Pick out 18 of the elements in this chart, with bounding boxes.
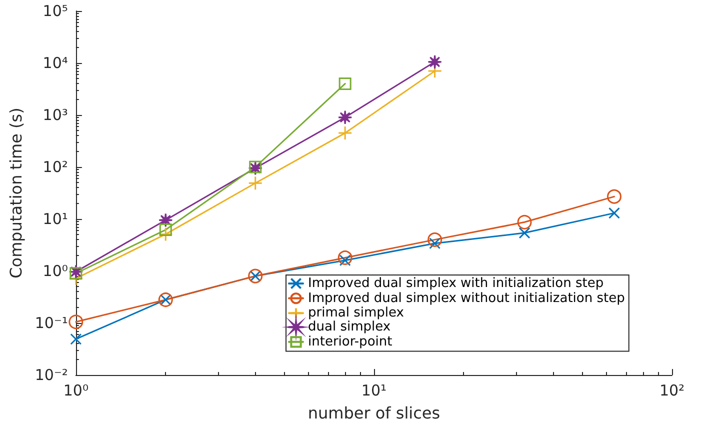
x-tick-label: 10²: [659, 382, 685, 400]
y-axis-title: Computation time (s): [6, 108, 26, 278]
x-axis-title: number of slices: [308, 404, 440, 422]
y-tick-label: 10¹: [42, 210, 68, 228]
legend-label: interior-point: [308, 334, 392, 350]
y-tick-label: 10²: [42, 158, 68, 176]
y-tick-label: 10⁴: [42, 54, 68, 72]
legend-label: Improved dual simplex with initialization step: [308, 276, 604, 291]
legend-label: Improved dual simplex without initialization step: [308, 290, 625, 306]
x-tick-label: 10⁰: [63, 382, 88, 400]
y-tick-label: 10³: [42, 106, 68, 124]
y-tick-label: 10⁵: [42, 2, 68, 20]
y-tick-label: 10⁻²: [34, 366, 68, 384]
legend-label: dual simplex: [308, 320, 391, 335]
x-tick-label: 10¹: [361, 382, 387, 400]
legend-label: primal simplex: [308, 306, 404, 321]
y-tick-label: 10⁰: [42, 262, 68, 280]
y-tick-label: 10⁻¹: [34, 314, 68, 332]
